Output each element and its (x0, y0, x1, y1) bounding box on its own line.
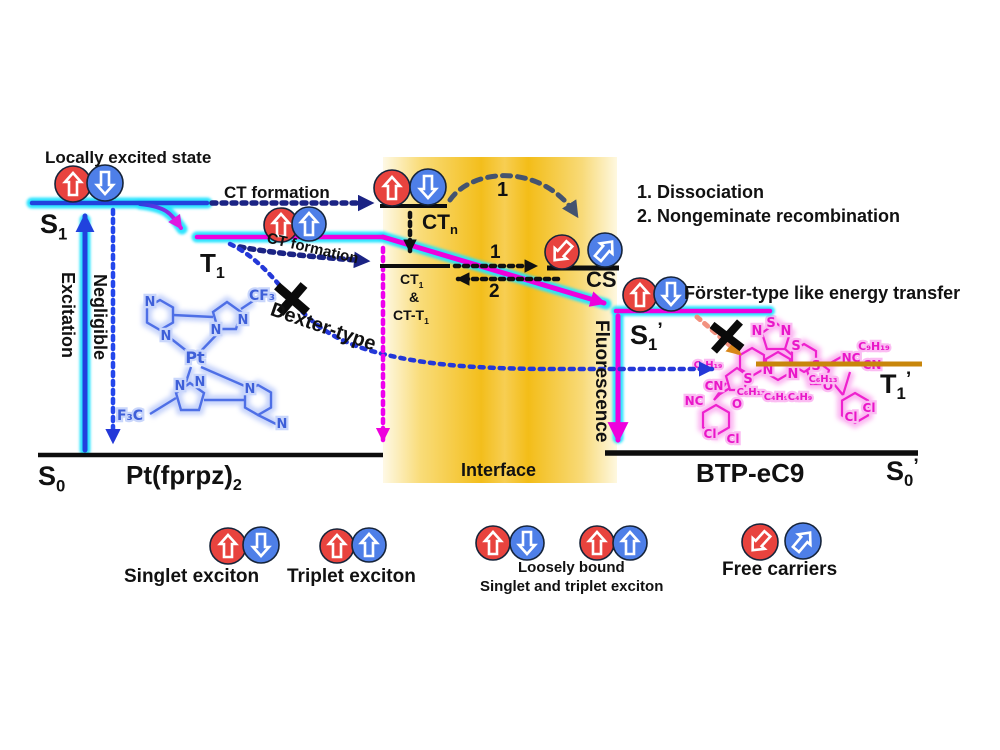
ct1-state-label: CT1 (400, 271, 424, 290)
s0-state-label: S0 (38, 461, 66, 496)
exciton-singlet-s1-prime (622, 276, 689, 313)
s1-state-label: S1 (40, 209, 68, 244)
exciton-loose-singlet-ctn (373, 168, 447, 207)
dissociation-curve-arrow (447, 173, 580, 219)
legend-triplet-exciton-icon (319, 527, 387, 564)
forster-transfer-arrow (694, 314, 743, 357)
atom-label: C₉H₁₉ (858, 340, 890, 353)
excitation-label: Excitation (58, 272, 78, 359)
atom-label: N (788, 367, 799, 382)
atom-label: C₄H₉ (788, 392, 812, 403)
legend-triplet-label: Triplet exciton (287, 566, 416, 587)
atom-label: N (245, 382, 256, 397)
atom-label: N (752, 324, 763, 339)
legend-loose-triplet-icon (579, 525, 648, 561)
atom-label: CN (705, 379, 724, 393)
atom-label: Cl (863, 401, 876, 415)
diagonal-transfer-arrow (380, 234, 607, 307)
forster-transfer-label: Förster-type like energy transfer (684, 283, 961, 303)
exciton-triplet-t1 (263, 206, 327, 243)
dexter-blocked-x-mark (274, 282, 310, 316)
atom-label: N (195, 375, 206, 390)
note-nongeminate: 2. Nongeminate recombination (637, 206, 901, 226)
exciton-locally-excited-singlet (54, 164, 124, 203)
isc-curve-arrow (138, 202, 183, 230)
atom-label: S (743, 372, 752, 387)
atom-label: S (766, 316, 775, 331)
s1-prime-state-label: S1’ (630, 319, 663, 355)
t1-prime-state-label: T1’ (880, 368, 912, 404)
legend-loose-label-line1: Loosely bound (518, 559, 625, 576)
atom-label: N (781, 324, 792, 339)
exciton-icons (54, 164, 822, 565)
atom-label: C₆H₁₃ (737, 387, 766, 398)
ct-t1-state-label: CT-T1 (393, 307, 429, 326)
acceptor-atom-labels: NSNSSSNNC₉H₁₉C₉H₁₉NCCNClClCNNCOOC₆H₁₃C₆H… (682, 314, 892, 449)
atom-label: O (732, 397, 742, 411)
recombination-number: 2 (489, 281, 500, 302)
donor-material-label: Pt(fprpz)2 (126, 460, 242, 495)
atom-label: C₆H₁₃ (809, 374, 838, 385)
legend-free-carriers-label: Free carriers (722, 559, 838, 580)
atom-label: N (175, 379, 186, 394)
locally-excited-state-label: Locally excited state (45, 148, 212, 167)
acceptor-molecule: NSNSSSNNC₉H₁₉C₉H₁₉NCCNClClCNNCOOC₆H₁₃C₆H… (682, 314, 892, 449)
atom-label: Cl (845, 410, 858, 424)
atom-label: F₃C (117, 408, 143, 424)
ampersand-label: & (409, 289, 420, 305)
atom-label: S (791, 339, 800, 354)
legend-loose-label-line2: Singlet and triplet exciton (480, 578, 664, 595)
free-carriers-cs (544, 232, 623, 270)
interface-label: Interface (461, 460, 537, 480)
s0-prime-state-label: S0’ (886, 455, 919, 491)
legend-free-carriers-icon (741, 522, 822, 561)
fluorescence-label: Fluorescence (591, 320, 612, 443)
atom-label: N (145, 295, 156, 310)
atom-label: O (823, 379, 833, 393)
atom-label: N (277, 417, 288, 432)
acceptor-material-label: BTP-eC9 (696, 458, 805, 488)
dissociation-number: 1 (490, 242, 501, 263)
process-arrows (29, 173, 922, 458)
ctn-state-label: CTn (422, 211, 458, 238)
note-dissociation: 1. Dissociation (637, 182, 765, 202)
cs-state-label: CS (586, 267, 617, 292)
atom-label: Pt (185, 348, 205, 367)
atom-label: N (211, 323, 222, 338)
negligible-label: Negligible (90, 274, 110, 361)
atom-label: C₄H₉ (764, 392, 788, 403)
legend-singlet-label: Singlet exciton (124, 566, 260, 587)
ct-formation-arrow-mid (237, 244, 371, 269)
ct-formation-top-label: CT formation (224, 183, 330, 202)
atom-label: Cl (704, 427, 717, 441)
dexter-transfer-arrow (227, 241, 715, 377)
atom-label: NC (685, 394, 704, 408)
atom-label: N (238, 313, 249, 328)
atom-label: Cl (727, 432, 740, 446)
dissociation-curve-number: 1 (497, 179, 509, 201)
atom-label: CF₃ (249, 288, 275, 304)
t1-state-label: T1 (200, 248, 225, 283)
atom-label: N (161, 329, 172, 344)
forster-blocked-x-mark (709, 319, 745, 354)
legend-singlet-exciton-icon (209, 526, 280, 565)
legend-loose-singlet-icon (475, 525, 545, 561)
